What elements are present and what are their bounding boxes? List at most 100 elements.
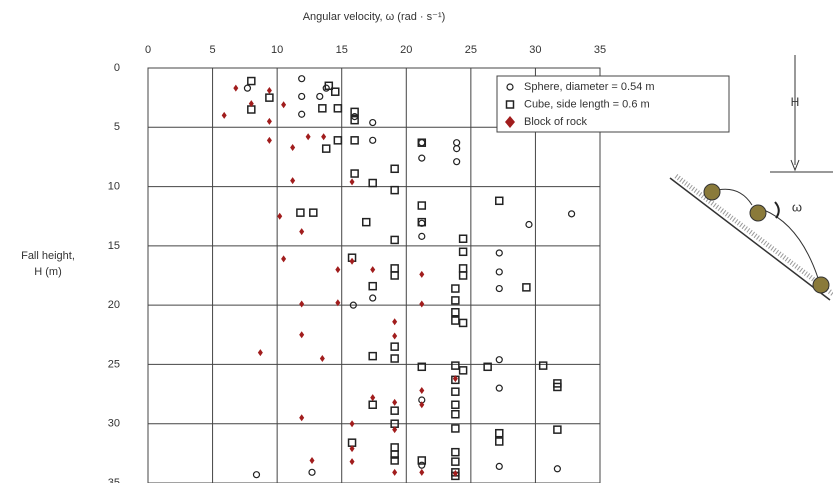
- sphere-point: [370, 137, 376, 143]
- height-label: H: [791, 95, 800, 109]
- rock-point: [299, 228, 304, 235]
- sphere-point: [323, 85, 329, 91]
- x-tick-label: 15: [336, 44, 348, 56]
- cube-point: [266, 94, 273, 101]
- slope-hatch: [676, 176, 833, 294]
- sphere-point: [299, 93, 305, 99]
- cube-point: [369, 283, 376, 290]
- sphere-point: [419, 233, 425, 239]
- x-tick-label: 30: [529, 44, 541, 56]
- rock-point: [267, 87, 272, 94]
- cube-point: [452, 388, 459, 395]
- rock-point: [350, 258, 355, 265]
- rock-point: [299, 300, 304, 307]
- cube-point: [297, 209, 304, 216]
- sphere-point: [370, 120, 376, 126]
- sphere-point: [419, 462, 425, 468]
- rock-point: [350, 420, 355, 427]
- cube-point: [452, 449, 459, 456]
- rock-point: [290, 144, 295, 151]
- x-tick-label: 0: [145, 44, 151, 56]
- cube-point: [319, 105, 326, 112]
- rock-point: [222, 112, 227, 119]
- rock: [704, 184, 720, 200]
- chart: Angular velocity, ω (rad · s⁻¹) Fall hei…: [0, 0, 833, 483]
- cube-point: [496, 438, 503, 445]
- cube-point: [391, 343, 398, 350]
- y-tick-label: 20: [108, 299, 120, 311]
- trajectory: [764, 210, 818, 278]
- rock-point: [320, 355, 325, 362]
- rock-point: [277, 213, 282, 220]
- rock-point: [392, 399, 397, 406]
- sphere-point: [454, 140, 460, 146]
- cube-point: [452, 458, 459, 465]
- cube-point: [540, 362, 547, 369]
- cube-point: [391, 265, 398, 272]
- sphere-point: [454, 159, 460, 165]
- rock-point: [310, 457, 315, 464]
- cube-point: [363, 219, 370, 226]
- y-tick-label: 30: [108, 418, 120, 430]
- sphere-point: [454, 146, 460, 152]
- cube-point: [334, 137, 341, 144]
- cube-point: [460, 248, 467, 255]
- cube-point: [452, 297, 459, 304]
- cube-point: [554, 426, 561, 433]
- sphere-point: [496, 463, 502, 469]
- y-axis-title: Fall height,: [21, 250, 75, 262]
- rock-point: [233, 85, 238, 92]
- cube-point: [452, 425, 459, 432]
- y-tick-label: 0: [114, 62, 120, 74]
- cube-point: [460, 272, 467, 279]
- trajectory: [718, 189, 752, 205]
- cube-point: [452, 309, 459, 316]
- sphere-point: [496, 357, 502, 363]
- rock-point: [267, 118, 272, 125]
- rock-point: [258, 349, 263, 356]
- y-tick-label: 35: [108, 477, 120, 483]
- cube-point: [248, 78, 255, 85]
- sphere-point: [244, 85, 250, 91]
- rock-point: [335, 266, 340, 273]
- cube-point: [418, 202, 425, 209]
- legend-label: Sphere, diameter = 0.54 m: [524, 81, 655, 93]
- sphere-point: [496, 385, 502, 391]
- rock-point: [419, 387, 424, 394]
- cube-point: [460, 319, 467, 326]
- sphere-point: [370, 295, 376, 301]
- x-tick-label: 20: [400, 44, 412, 56]
- sphere-point: [496, 286, 502, 292]
- cube-point: [460, 265, 467, 272]
- sphere-point: [554, 466, 560, 472]
- rock-point: [290, 177, 295, 184]
- rock-point: [419, 469, 424, 476]
- cube-point: [460, 367, 467, 374]
- omega-label: ω: [792, 199, 802, 214]
- slope: [670, 178, 830, 300]
- x-axis-title: Angular velocity, ω (rad · s⁻¹): [303, 11, 446, 23]
- rock-point: [281, 101, 286, 108]
- cube-point: [391, 165, 398, 172]
- sphere-point: [569, 211, 575, 217]
- rock-point: [370, 394, 375, 401]
- cube-point: [452, 401, 459, 408]
- rock-point: [392, 469, 397, 476]
- rock-point: [281, 255, 286, 262]
- rock-point: [370, 266, 375, 273]
- sphere-point: [496, 269, 502, 275]
- x-tick-label: 5: [210, 44, 216, 56]
- cube-point: [391, 236, 398, 243]
- cube-point: [391, 272, 398, 279]
- cube-point: [351, 170, 358, 177]
- rock: [813, 277, 829, 293]
- cube-point: [351, 137, 358, 144]
- cube-point: [452, 411, 459, 418]
- y-tick-label: 10: [108, 180, 120, 192]
- rock-point: [419, 271, 424, 278]
- x-tick-label: 25: [465, 44, 477, 56]
- rock-point: [299, 331, 304, 338]
- rock-point: [392, 318, 397, 325]
- cube-point: [496, 430, 503, 437]
- cube-point: [460, 235, 467, 242]
